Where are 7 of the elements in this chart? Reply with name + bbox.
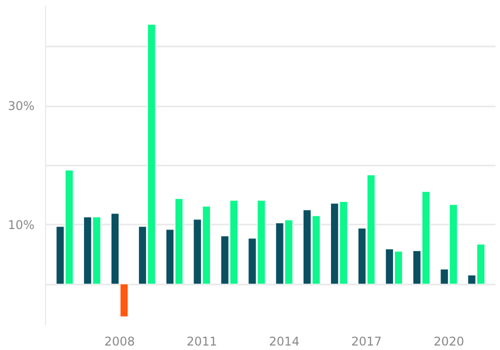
x-tick-label: 2014 xyxy=(268,334,300,348)
x-tick-label: 2017 xyxy=(351,334,382,348)
x-tick-label: 2011 xyxy=(186,334,218,348)
x-tick-label: 2020 xyxy=(434,334,464,348)
x-tick-label: 2008 xyxy=(104,334,135,348)
y-tick-label: 30% xyxy=(8,99,34,114)
y-tick-label: 10% xyxy=(8,218,34,232)
